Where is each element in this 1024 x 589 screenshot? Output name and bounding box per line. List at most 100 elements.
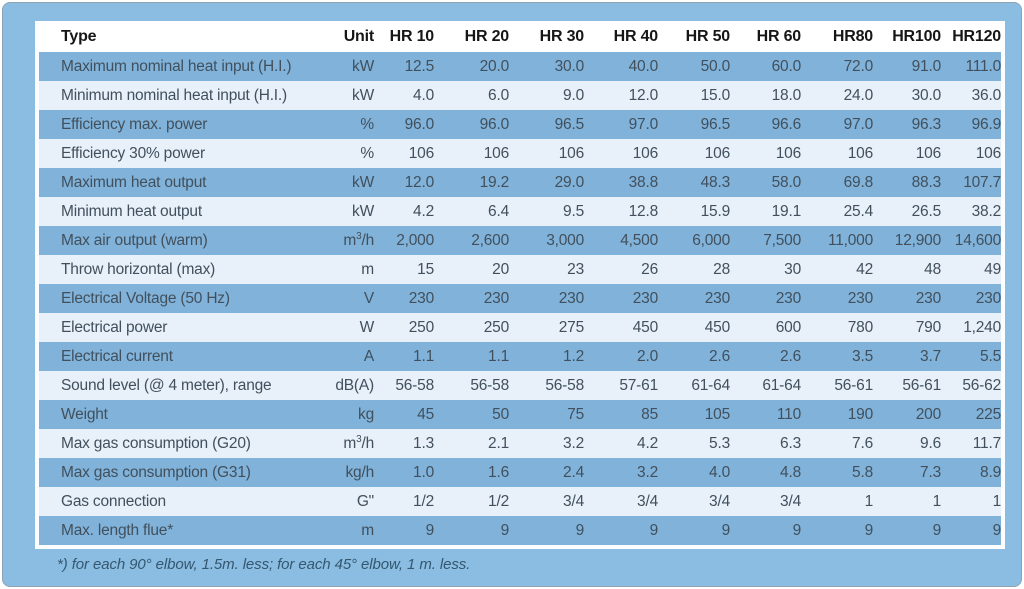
value-cell: 1,240: [941, 313, 1001, 342]
value-cell: 50: [434, 400, 509, 429]
value-cell: 230: [658, 284, 730, 313]
value-cell: 5.8: [801, 458, 873, 487]
value-cell: 3.7: [873, 342, 941, 371]
value-cell: 96.6: [730, 110, 801, 139]
value-cell: 6,000: [658, 226, 730, 255]
value-cell: 96.5: [658, 110, 730, 139]
value-cell: 275: [509, 313, 584, 342]
spec-table-frame: Type Unit HR 10 HR 20 HR 30 HR 40 HR 50 HR 60 HR…: [35, 21, 1005, 549]
value-cell: 230: [730, 284, 801, 313]
value-cell: 30.0: [873, 81, 941, 110]
value-cell: 2.0: [584, 342, 658, 371]
value-cell: 48: [873, 255, 941, 284]
value-cell: 60.0: [730, 52, 801, 81]
column-header: HR 40: [584, 21, 658, 52]
value-cell: 230: [509, 284, 584, 313]
value-cell: 106: [374, 139, 434, 168]
column-header: HR 30: [509, 21, 584, 52]
value-cell: 28: [658, 255, 730, 284]
value-cell: 3/4: [509, 487, 584, 516]
unit-cell: %: [297, 139, 374, 168]
value-cell: 56-62: [941, 371, 1001, 400]
table-row: Maximum nominal heat input (H.I.) kW 12.5 2…: [39, 52, 1001, 81]
value-cell: 2,000: [374, 226, 434, 255]
value-cell: 19.1: [730, 197, 801, 226]
row-label: Electrical Voltage (50 Hz): [39, 284, 297, 313]
row-label: Max gas consumption (G20): [39, 429, 297, 458]
unit-cell: kg: [297, 400, 374, 429]
value-cell: 9: [941, 516, 1001, 545]
value-cell: 12.5: [374, 52, 434, 81]
value-cell: 105: [658, 400, 730, 429]
value-cell: 1: [801, 487, 873, 516]
value-cell: 230: [374, 284, 434, 313]
value-cell: 4.0: [658, 458, 730, 487]
table-row: Minimum nominal heat input (H.I.) kW 4.0 6.…: [39, 81, 1001, 110]
value-cell: 111.0: [941, 52, 1001, 81]
table-row: Efficiency max. power% 96.0 96.0 96.5 97.0 96…: [39, 110, 1001, 139]
value-cell: 9.6: [873, 429, 941, 458]
value-cell: 1.6: [434, 458, 509, 487]
value-cell: 9: [374, 516, 434, 545]
row-label: Weight: [39, 400, 297, 429]
value-cell: 30.0: [509, 52, 584, 81]
value-cell: 4,500: [584, 226, 658, 255]
value-cell: 7.6: [801, 429, 873, 458]
value-cell: 85: [584, 400, 658, 429]
value-cell: 6.3: [730, 429, 801, 458]
row-label: Maximum nominal heat input (H.I.): [39, 52, 297, 81]
value-cell: 50.0: [658, 52, 730, 81]
value-cell: 6.4: [434, 197, 509, 226]
row-label: Max air output (warm): [39, 226, 297, 255]
value-cell: 3/4: [730, 487, 801, 516]
value-cell: 3.2: [509, 429, 584, 458]
value-cell: 6.0: [434, 81, 509, 110]
value-cell: 56-58: [374, 371, 434, 400]
value-cell: 3.5: [801, 342, 873, 371]
row-label: Efficiency 30% power: [39, 139, 297, 168]
column-header: HR120: [941, 21, 1001, 52]
value-cell: 106: [584, 139, 658, 168]
value-cell: 14,600: [941, 226, 1001, 255]
unit-cell: kW: [297, 168, 374, 197]
value-cell: 12,900: [873, 226, 941, 255]
value-cell: 1: [873, 487, 941, 516]
value-cell: 230: [584, 284, 658, 313]
row-label: Minimum nominal heat input (H.I.): [39, 81, 297, 110]
value-cell: 97.0: [801, 110, 873, 139]
value-cell: 9: [730, 516, 801, 545]
value-cell: 23: [509, 255, 584, 284]
value-cell: 25.4: [801, 197, 873, 226]
value-cell: 9: [658, 516, 730, 545]
unit-cell: dB(A): [297, 371, 374, 400]
value-cell: 8.9: [941, 458, 1001, 487]
value-cell: 15: [374, 255, 434, 284]
value-cell: 1/2: [374, 487, 434, 516]
value-cell: 230: [801, 284, 873, 313]
unit-cell: A: [297, 342, 374, 371]
unit-cell: m: [297, 516, 374, 545]
value-cell: 4.2: [374, 197, 434, 226]
value-cell: 42: [801, 255, 873, 284]
value-cell: 450: [584, 313, 658, 342]
value-cell: 56-58: [509, 371, 584, 400]
row-label: Sound level (@ 4 meter), range: [39, 371, 297, 400]
table-row: Maximum heat output kW 12.0 19.2 29.0 38.8 48.…: [39, 168, 1001, 197]
unit-cell: %: [297, 110, 374, 139]
table-row: Weight kg 45 50 75 85 105 110 190 200 225: [39, 400, 1001, 429]
value-cell: 56-58: [434, 371, 509, 400]
value-cell: 18.0: [730, 81, 801, 110]
value-cell: 1/2: [434, 487, 509, 516]
value-cell: 450: [658, 313, 730, 342]
unit-cell: kW: [297, 52, 374, 81]
unit-cell: kg/h: [297, 458, 374, 487]
value-cell: 75: [509, 400, 584, 429]
value-cell: 56-61: [873, 371, 941, 400]
value-cell: 58.0: [730, 168, 801, 197]
value-cell: 26.5: [873, 197, 941, 226]
unit-cell: W: [297, 313, 374, 342]
value-cell: 12.0: [374, 168, 434, 197]
value-cell: 600: [730, 313, 801, 342]
value-cell: 9.0: [509, 81, 584, 110]
